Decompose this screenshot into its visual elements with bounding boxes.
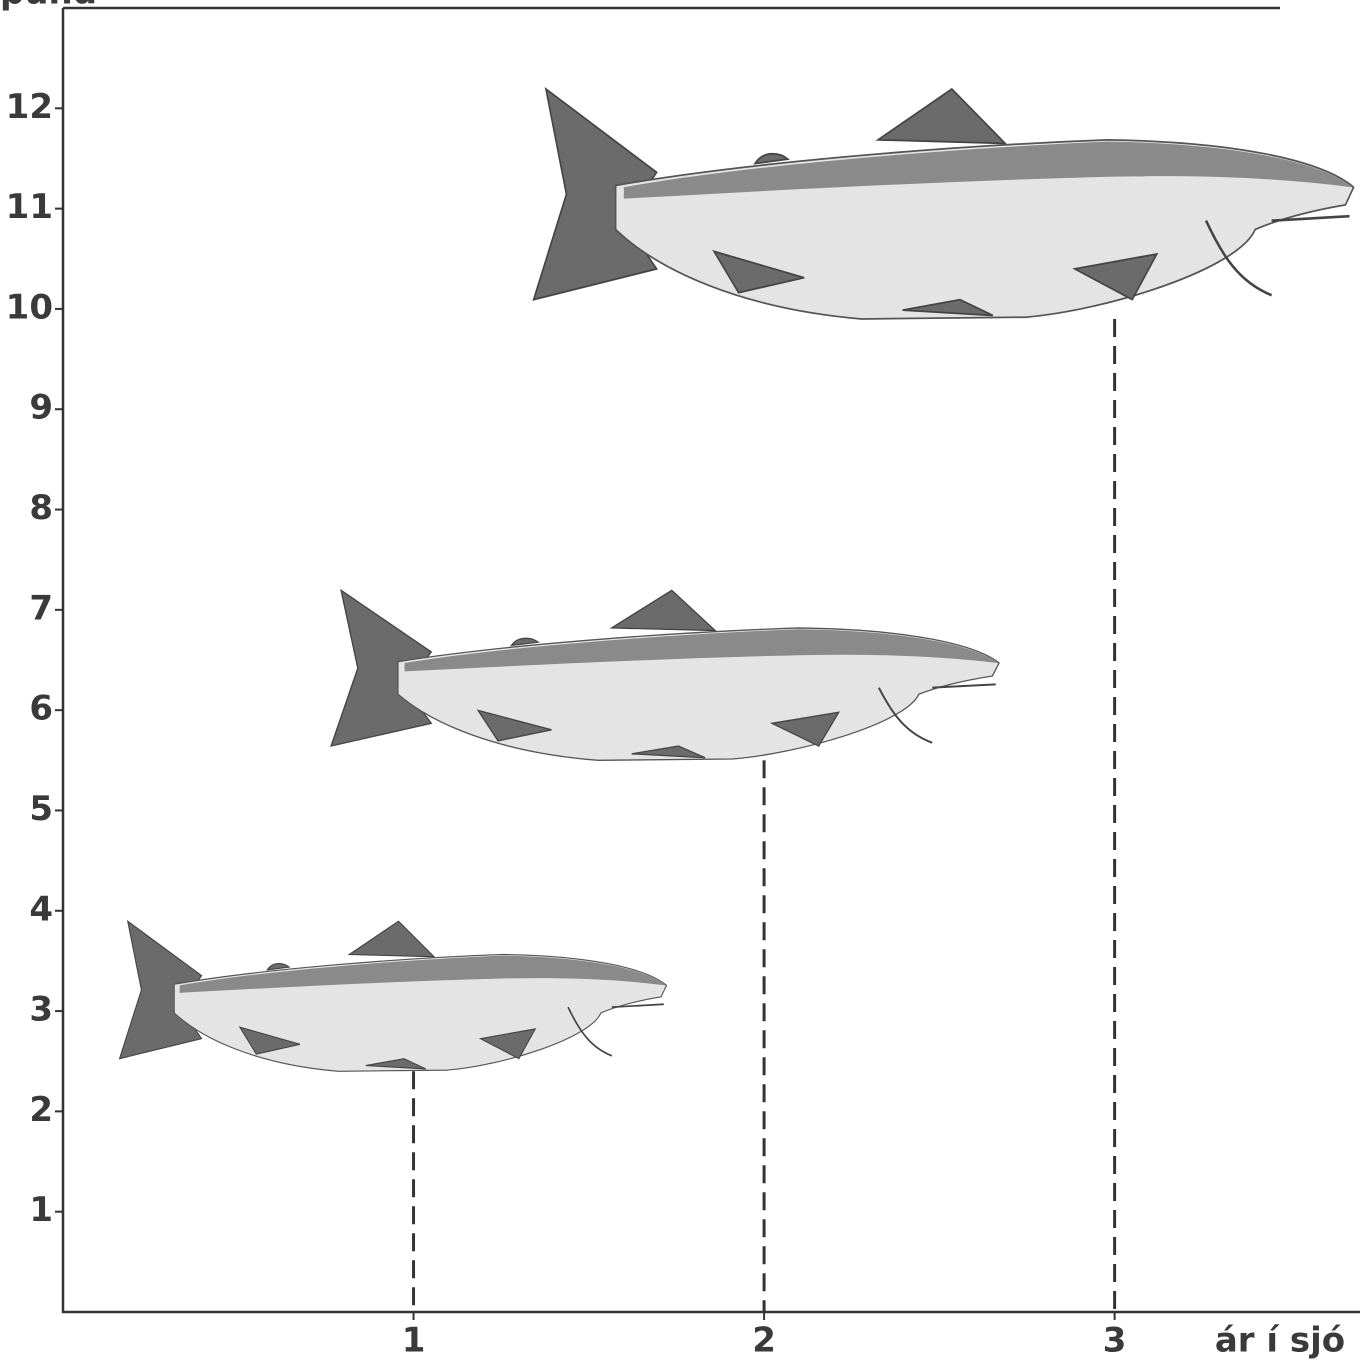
y-axis-label: pund <box>0 0 97 13</box>
fish-shape <box>532 87 1355 321</box>
axes <box>61 6 1360 1314</box>
y-tick-label: 5 <box>29 789 53 829</box>
y-tick-label: 11 <box>6 187 53 227</box>
y-tick-label: 7 <box>29 588 53 628</box>
y-tick-label: 3 <box>29 990 53 1030</box>
y-tick-label: 6 <box>29 689 53 729</box>
x-axis-label: ár í sjó <box>1215 1321 1345 1361</box>
x-tick-label: 2 <box>752 1321 776 1361</box>
fish <box>532 87 1355 321</box>
fish <box>118 920 668 1073</box>
y-tick-label: 8 <box>29 488 53 528</box>
fish-shape <box>330 589 1001 762</box>
y-tick-label: 10 <box>6 287 53 327</box>
x-tick-label: 1 <box>402 1321 426 1361</box>
y-tick-label: 9 <box>29 388 53 428</box>
y-tick-label: 2 <box>29 1090 53 1130</box>
y-tick-label: 1 <box>29 1190 53 1230</box>
x-tick-label: 3 <box>1103 1321 1127 1361</box>
fish <box>330 589 1001 762</box>
fish-shape <box>118 920 668 1073</box>
y-tick-label: 12 <box>6 87 53 127</box>
y-tick-label: 4 <box>29 889 53 929</box>
